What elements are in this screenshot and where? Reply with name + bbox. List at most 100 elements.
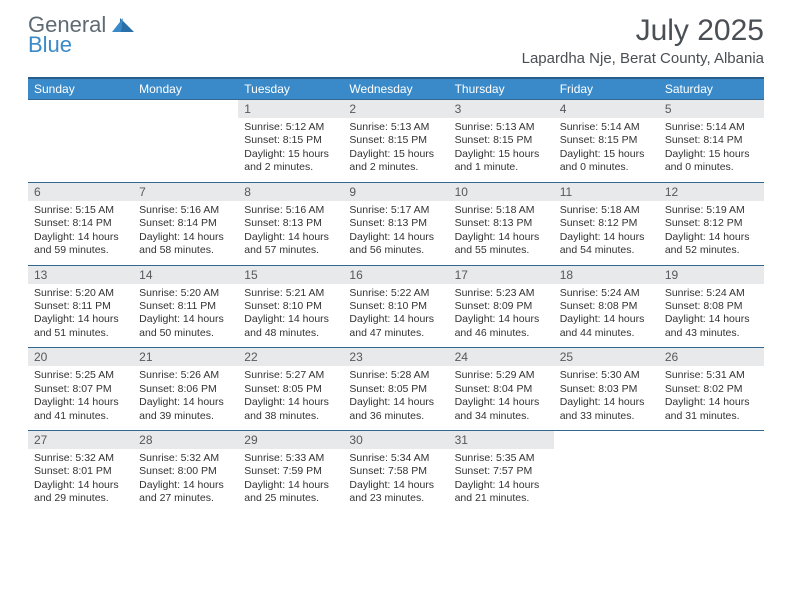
- day-header: Thursday: [449, 79, 554, 99]
- day-cell: 2Sunrise: 5:13 AMSunset: 8:15 PMDaylight…: [343, 100, 448, 182]
- detail-line: Daylight: 14 hours: [455, 396, 548, 409]
- detail-line: Sunrise: 5:30 AM: [560, 369, 653, 382]
- day-details: Sunrise: 5:15 AMSunset: 8:14 PMDaylight:…: [28, 201, 133, 265]
- detail-line: Daylight: 15 hours: [244, 148, 337, 161]
- day-cell: 19Sunrise: 5:24 AMSunset: 8:08 PMDayligh…: [659, 266, 764, 348]
- detail-line: Sunrise: 5:17 AM: [349, 204, 442, 217]
- day-number: 9: [343, 183, 448, 201]
- day-details: Sunrise: 5:33 AMSunset: 7:59 PMDaylight:…: [238, 449, 343, 513]
- detail-line: and 56 minutes.: [349, 244, 442, 257]
- day-number: 31: [449, 431, 554, 449]
- detail-line: and 51 minutes.: [34, 327, 127, 340]
- weeks-container: ..........1Sunrise: 5:12 AMSunset: 8:15 …: [28, 99, 764, 513]
- logo-blue: Blue: [28, 34, 134, 56]
- day-cell: 23Sunrise: 5:28 AMSunset: 8:05 PMDayligh…: [343, 348, 448, 430]
- day-cell: 30 Sunrise: 5:34 AMSunset: 7:58 PMDayligh…: [343, 431, 448, 513]
- day-header: Monday: [133, 79, 238, 99]
- detail-line: Daylight: 14 hours: [349, 231, 442, 244]
- title-month: July 2025: [522, 14, 764, 48]
- day-number: 12: [659, 183, 764, 201]
- day-number: 14: [133, 266, 238, 284]
- day-cell: 27 Sunrise: 5:32 AMSunset: 8:01 PMDayligh…: [28, 431, 133, 513]
- detail-line: Sunset: 7:58 PM: [349, 465, 442, 478]
- detail-line: Daylight: 14 hours: [244, 396, 337, 409]
- detail-line: Sunset: 8:07 PM: [34, 383, 127, 396]
- day-cell: 9Sunrise: 5:17 AMSunset: 8:13 PMDaylight…: [343, 183, 448, 265]
- day-header: Sunday: [28, 79, 133, 99]
- day-number: 8: [238, 183, 343, 201]
- detail-line: Daylight: 14 hours: [244, 231, 337, 244]
- detail-line: Daylight: 15 hours: [455, 148, 548, 161]
- day-cell: 6Sunrise: 5:15 AMSunset: 8:14 PMDaylight…: [28, 183, 133, 265]
- day-cell: 3Sunrise: 5:13 AMSunset: 8:15 PMDaylight…: [449, 100, 554, 182]
- brand-logo: General Blue: [28, 14, 134, 56]
- day-details: Sunrise: 5:28 AMSunset: 8:05 PMDaylight:…: [343, 366, 448, 430]
- detail-line: Sunrise: 5:16 AM: [244, 204, 337, 217]
- detail-line: Sunset: 8:03 PM: [560, 383, 653, 396]
- detail-line: Sunrise: 5:22 AM: [349, 287, 442, 300]
- day-number: 16: [343, 266, 448, 284]
- day-cell: 15Sunrise: 5:21 AMSunset: 8:10 PMDayligh…: [238, 266, 343, 348]
- day-details: Sunrise: 5:32 AMSunset: 8:00 PMDaylight:…: [133, 449, 238, 513]
- detail-line: Sunset: 8:10 PM: [244, 300, 337, 313]
- detail-line: Sunrise: 5:23 AM: [455, 287, 548, 300]
- detail-line: Sunrise: 5:14 AM: [665, 121, 758, 134]
- detail-line: Sunrise: 5:27 AM: [244, 369, 337, 382]
- detail-line: and 21 minutes.: [455, 492, 548, 505]
- day-cell: 20Sunrise: 5:25 AMSunset: 8:07 PMDayligh…: [28, 348, 133, 430]
- day-details: Sunrise: 5:18 AMSunset: 8:12 PMDaylight:…: [554, 201, 659, 265]
- day-number: 27: [28, 431, 133, 449]
- day-cell: .....: [554, 431, 659, 513]
- detail-line: Sunrise: 5:34 AM: [349, 452, 442, 465]
- day-number: 30: [343, 431, 448, 449]
- day-cell: 26Sunrise: 5:31 AMSunset: 8:02 PMDayligh…: [659, 348, 764, 430]
- detail-line: Daylight: 14 hours: [244, 479, 337, 492]
- day-header: Wednesday: [343, 79, 448, 99]
- day-cell: 8 Sunrise: 5:16 AMSunset: 8:13 PMDaylight…: [238, 183, 343, 265]
- day-details: Sunrise: 5:17 AMSunset: 8:13 PMDaylight:…: [343, 201, 448, 265]
- detail-line: Sunset: 8:15 PM: [349, 134, 442, 147]
- week-row: 6Sunrise: 5:15 AMSunset: 8:14 PMDaylight…: [28, 182, 764, 265]
- day-cell: 10Sunrise: 5:18 AMSunset: 8:13 PMDayligh…: [449, 183, 554, 265]
- detail-line: Sunset: 8:15 PM: [455, 134, 548, 147]
- day-cell: 13Sunrise: 5:20 AMSunset: 8:11 PMDayligh…: [28, 266, 133, 348]
- day-details: Sunrise: 5:14 AMSunset: 8:15 PMDaylight:…: [554, 118, 659, 182]
- detail-line: Sunrise: 5:35 AM: [455, 452, 548, 465]
- day-cell: 5Sunrise: 5:14 AMSunset: 8:14 PMDaylight…: [659, 100, 764, 182]
- detail-line: Sunrise: 5:26 AM: [139, 369, 232, 382]
- detail-line: Sunrise: 5:29 AM: [455, 369, 548, 382]
- detail-line: Sunset: 8:14 PM: [665, 134, 758, 147]
- detail-line: Sunrise: 5:20 AM: [34, 287, 127, 300]
- detail-line: and 44 minutes.: [560, 327, 653, 340]
- week-row: 13Sunrise: 5:20 AMSunset: 8:11 PMDayligh…: [28, 265, 764, 348]
- detail-line: and 52 minutes.: [665, 244, 758, 257]
- detail-line: Daylight: 14 hours: [665, 313, 758, 326]
- detail-line: Sunset: 8:08 PM: [560, 300, 653, 313]
- detail-line: Daylight: 14 hours: [34, 479, 127, 492]
- day-number: 18: [554, 266, 659, 284]
- day-number: 13: [28, 266, 133, 284]
- detail-line: Daylight: 14 hours: [139, 231, 232, 244]
- detail-line: Daylight: 14 hours: [349, 479, 442, 492]
- day-details: Sunrise: 5:22 AMSunset: 8:10 PMDaylight:…: [343, 284, 448, 348]
- day-details: Sunrise: 5:25 AMSunset: 8:07 PMDaylight:…: [28, 366, 133, 430]
- day-number: 19: [659, 266, 764, 284]
- detail-line: Sunset: 8:13 PM: [244, 217, 337, 230]
- detail-line: Sunrise: 5:32 AM: [34, 452, 127, 465]
- detail-line: Sunset: 8:01 PM: [34, 465, 127, 478]
- detail-line: Sunset: 8:13 PM: [455, 217, 548, 230]
- detail-line: Daylight: 14 hours: [244, 313, 337, 326]
- detail-line: Sunrise: 5:18 AM: [455, 204, 548, 217]
- detail-line: Sunset: 8:11 PM: [34, 300, 127, 313]
- detail-line: Sunrise: 5:28 AM: [349, 369, 442, 382]
- day-details: Sunrise: 5:24 AMSunset: 8:08 PMDaylight:…: [554, 284, 659, 348]
- day-cell: .....: [659, 431, 764, 513]
- detail-line: Sunrise: 5:13 AM: [455, 121, 548, 134]
- detail-line: Daylight: 14 hours: [665, 231, 758, 244]
- detail-line: Sunset: 8:12 PM: [560, 217, 653, 230]
- day-cell: 31Sunrise: 5:35 AMSunset: 7:57 PMDayligh…: [449, 431, 554, 513]
- day-details: Sunrise: 5:24 AMSunset: 8:08 PMDaylight:…: [659, 284, 764, 348]
- day-number: 25: [554, 348, 659, 366]
- day-details: Sunrise: 5:20 AMSunset: 8:11 PMDaylight:…: [133, 284, 238, 348]
- detail-line: and 2 minutes.: [349, 161, 442, 174]
